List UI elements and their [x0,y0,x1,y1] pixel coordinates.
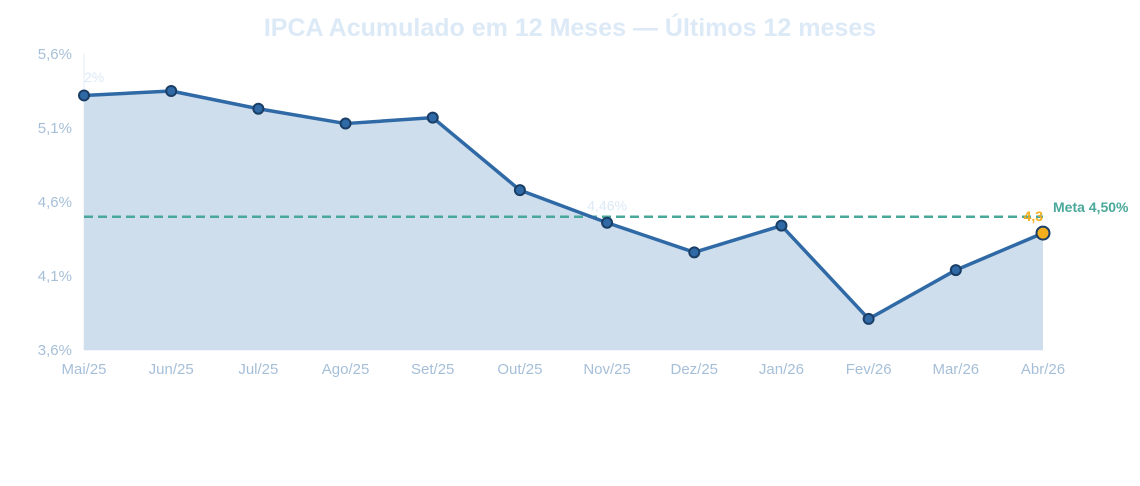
x-tick-label: Out/25 [497,361,542,378]
data-point [862,312,875,325]
data-point [513,184,526,197]
x-ticks-group: Mai/25 Jun/25 Jul/25 Ago/25 Set/25 Out/25 Nov/… [61,361,1065,378]
y-tick-label: 5,6% [38,46,72,63]
data-label: 4,3 [1024,208,1044,224]
x-tick-label: Mar/26 [932,361,979,378]
chart-title: IPCA Acumulado em 12 Meses — Últimos 12 … [264,12,876,42]
data-point [339,117,352,130]
reference-group: Meta 4,50% [84,199,1129,219]
x-tick-label: Nov/25 [583,361,631,378]
y-tick-label: 4,1% [38,268,72,285]
data-point [775,219,788,232]
x-tick-label: Jun/25 [149,361,194,378]
data-point [78,89,90,102]
data-point [601,216,614,229]
y-tick-label: 5,1% [38,120,72,137]
data-point [949,264,962,277]
data-label: 4,46% [587,198,627,214]
area-fill [84,91,1043,350]
data-point [426,111,439,124]
x-tick-label: Dez/25 [671,361,719,378]
data-labels-group: 2% 4,46% 4,3 [84,69,1043,224]
x-tick-label: Jan/26 [759,361,804,378]
line-group [83,89,1044,321]
data-point [688,246,701,259]
area-group [84,91,1043,350]
x-tick-label: Jul/25 [238,361,278,378]
data-point [165,85,178,97]
y-tick-label: 4,6% [38,194,72,211]
data-point [252,102,265,115]
points-group [78,85,1051,325]
x-tick-label: Abr/26 [1021,361,1065,378]
series-line [83,89,1044,321]
data-label: 2% [84,69,104,85]
x-tick-label: Fev/26 [846,361,892,378]
meta-reference-label: Meta 4,50% [1053,199,1129,215]
x-tick-label: Set/25 [411,361,454,378]
y-ticks-group: 3,6% 4,1% 4,6% 5,1% 5,6% [38,46,72,359]
y-tick-label: 3,6% [38,342,72,359]
x-tick-label: Ago/25 [322,361,370,378]
x-tick-label: Mai/25 [61,361,106,378]
highlighted-data-point [1035,225,1051,241]
